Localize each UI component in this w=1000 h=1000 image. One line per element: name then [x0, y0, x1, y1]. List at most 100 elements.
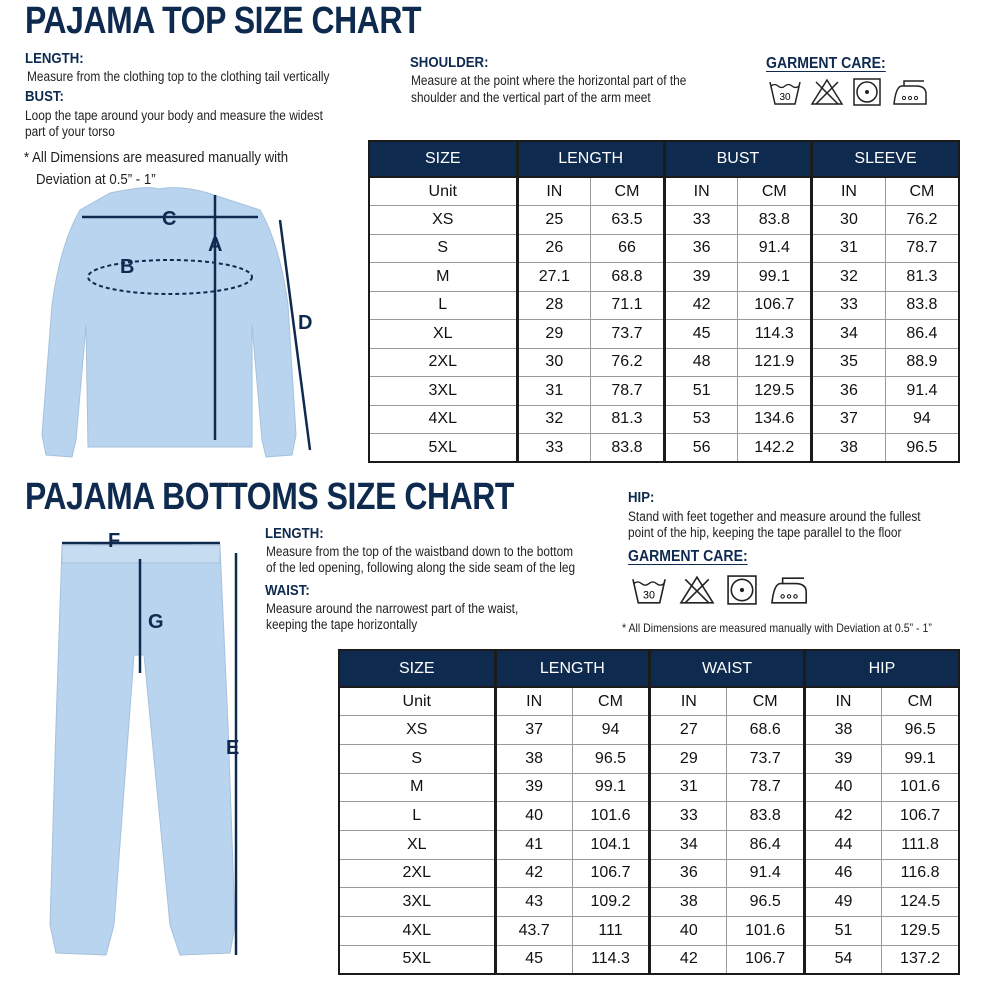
table-cell: 94	[884, 404, 960, 434]
shoulder-desc-1: Measure at the point where the horizonta…	[411, 73, 687, 88]
table-cell: 34	[810, 319, 886, 349]
table-cell: 37	[493, 715, 573, 745]
column-header: BUST	[662, 141, 812, 178]
no-bleach-icon	[679, 575, 715, 604]
bottom-note: * All Dimensions are measured manually w…	[622, 621, 932, 635]
table-row: S 26 66 36 91.4 31 78.7	[368, 233, 960, 263]
bottom-title: PAJAMA BOTTOMS SIZE CHART	[25, 476, 514, 518]
table-cell: 2XL	[338, 858, 496, 889]
table-cell: 83.8	[726, 801, 805, 831]
table-cell: 124.5	[881, 887, 960, 917]
table-cell: 114.3	[737, 319, 813, 349]
table-cell: 114.3	[571, 944, 651, 975]
unit-cell: CM	[590, 176, 665, 206]
table-row: XL 41 104.1 34 86.4 44 111.8	[338, 829, 960, 860]
table-cell: 42	[802, 801, 883, 831]
table-cell: 101.6	[571, 801, 651, 831]
header-row: SIZE LENGTH BUST SLEEVE	[369, 141, 959, 178]
table-cell: 25	[515, 205, 592, 235]
table-row: L 40 101.6 33 83.8 42 106.7	[338, 801, 960, 831]
unit-cell: IN	[648, 686, 728, 717]
table-cell: 36	[662, 233, 739, 263]
table-cell: 96.5	[726, 887, 805, 917]
table-row: 2XL 42 106.7 36 91.4 46 116.8	[338, 858, 960, 889]
table-cell: 29	[515, 319, 592, 349]
unit-cell: CM	[884, 176, 960, 206]
table-row: 3XL 43 109.2 38 96.5 49 124.5	[338, 887, 960, 917]
table-cell: 51	[662, 376, 739, 406]
column-header: WAIST	[648, 650, 805, 688]
table-cell: 111.8	[881, 829, 960, 860]
table-cell: M	[338, 772, 496, 803]
table-cell: 76.2	[884, 205, 960, 235]
table-cell: 30	[515, 347, 592, 377]
pajama-top-diagram: C A B D	[41, 187, 312, 458]
table-cell: 91.4	[726, 858, 805, 889]
table-cell: 134.6	[737, 404, 813, 434]
table-cell: 31	[810, 233, 886, 263]
table-cell: 71.1	[590, 290, 665, 320]
waist-desc-1: Measure around the narrowest part of the…	[266, 601, 519, 616]
label-g: G	[148, 611, 164, 633]
top-size-table: SIZE LENGTH BUST SLEEVE Unit IN CM IN CM IN CM XS 25…	[368, 140, 960, 463]
table-cell: 42	[493, 858, 573, 889]
top-bust-desc-1: Loop the tape around your body and measu…	[25, 108, 323, 123]
top-bust-desc-2: part of your torso	[25, 124, 115, 139]
table-cell: 39	[662, 262, 739, 292]
table-cell: 4XL	[368, 404, 518, 434]
table-cell: 116.8	[881, 858, 960, 889]
table-row: 3XL 31 78.7 51 129.5 36 91.4	[368, 376, 960, 406]
table-cell: 86.4	[884, 319, 960, 349]
column-header: SIZE	[369, 141, 517, 178]
table-cell: 78.7	[884, 233, 960, 263]
table-cell: 33	[662, 205, 739, 235]
table-cell: 96.5	[881, 715, 960, 745]
label-c: C	[162, 208, 176, 230]
iron-high-icon	[771, 577, 808, 604]
table-cell: 33	[810, 290, 886, 320]
table-cell: 48	[662, 347, 739, 377]
table-row: 4XL 32 81.3 53 134.6 37 94	[368, 404, 960, 434]
table-cell: 101.6	[881, 772, 960, 803]
table-cell: 88.9	[884, 347, 960, 377]
table-cell: XS	[368, 205, 518, 235]
table-row: XS 37 94 27 68.6 38 96.5	[338, 715, 960, 745]
table-cell: 33	[515, 433, 592, 463]
table-cell: 101.6	[726, 916, 805, 946]
table-cell: 38	[648, 887, 728, 917]
table-cell: 137.2	[881, 944, 960, 975]
table-cell: 36	[810, 376, 886, 406]
table-cell: 46	[802, 858, 883, 889]
table-cell: 3XL	[338, 887, 496, 917]
table-cell: 106.7	[737, 290, 813, 320]
top-care-icons: 30	[768, 78, 936, 106]
table-cell: XL	[338, 829, 496, 860]
bottom-length-label: LENGTH:	[265, 525, 324, 542]
unit-cell: IN	[493, 686, 573, 717]
table-cell: 27	[648, 715, 728, 745]
table-cell: 68.6	[726, 715, 805, 745]
table-cell: 109.2	[571, 887, 651, 917]
table-cell: M	[368, 262, 518, 292]
column-header: SLEEVE	[810, 141, 959, 178]
table-cell: 121.9	[737, 347, 813, 377]
top-note-2: Deviation at 0.5” - 1”	[36, 171, 156, 188]
table-cell: 83.8	[884, 290, 960, 320]
table-cell: 40	[493, 801, 573, 831]
waist-desc-2: keeping the tape horizontally	[266, 617, 418, 632]
table-cell: 68.8	[590, 262, 665, 292]
table-cell: 2XL	[368, 347, 518, 377]
svg-text:30: 30	[779, 92, 791, 103]
table-cell: 31	[515, 376, 592, 406]
top-bust-label: BUST:	[25, 88, 64, 105]
header-row: SIZE LENGTH WAIST HIP	[339, 650, 959, 688]
table-cell: 32	[810, 262, 886, 292]
unit-cell: Unit	[338, 686, 496, 717]
table-row: 5XL 33 83.8 56 142.2 38 96.5	[368, 433, 960, 463]
unit-cell: IN	[810, 176, 886, 206]
table-cell: 54	[802, 944, 883, 975]
table-cell: 81.3	[590, 404, 665, 434]
tumble-dry-icon	[727, 575, 757, 605]
unit-cell: CM	[726, 686, 805, 717]
table-cell: 66	[590, 233, 665, 263]
